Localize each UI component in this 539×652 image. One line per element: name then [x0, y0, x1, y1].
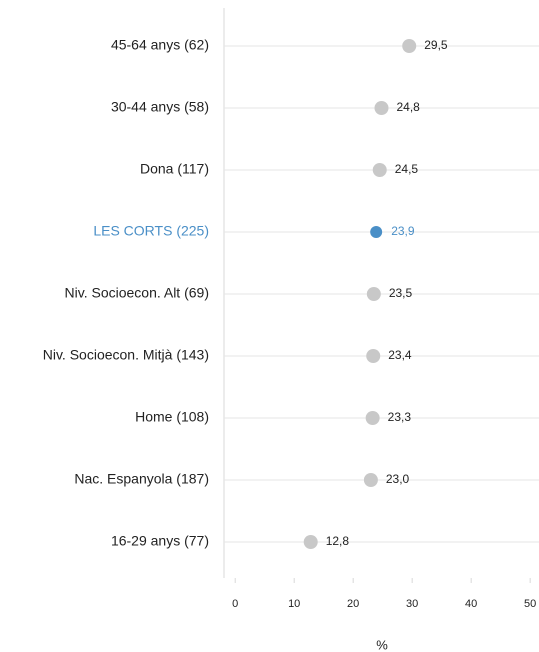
category-label: 16-29 anys (77) — [111, 533, 209, 549]
value-label: 23,5 — [389, 286, 413, 300]
value-label: 24,5 — [395, 162, 419, 176]
dot — [370, 226, 383, 238]
x-tick-label: 50 — [524, 598, 536, 610]
category-label: Dona (117) — [140, 161, 209, 177]
category-label: Home (108) — [135, 409, 209, 425]
dot — [365, 411, 380, 425]
x-tick-label: 40 — [465, 598, 477, 610]
value-label: 23,9 — [391, 224, 415, 238]
dot — [366, 287, 381, 301]
value-label: 12,8 — [326, 534, 350, 548]
dot — [363, 473, 378, 487]
dot — [303, 535, 318, 549]
category-label: Niv. Socioecon. Mitjà (143) — [43, 347, 209, 363]
value-label: 23,4 — [388, 348, 412, 362]
value-label: 24,8 — [397, 100, 421, 114]
x-tick-label: 10 — [288, 598, 300, 610]
category-label: LES CORTS (225) — [93, 223, 209, 239]
dot — [372, 163, 387, 177]
value-label: 29,5 — [424, 38, 448, 52]
x-axis-title: % — [376, 637, 388, 652]
dot — [402, 39, 417, 53]
category-label: Niv. Socioecon. Alt (69) — [65, 285, 209, 301]
dot — [374, 101, 389, 115]
category-label: 30-44 anys (58) — [111, 99, 209, 115]
value-label: 23,3 — [388, 410, 412, 424]
dot — [366, 349, 381, 363]
category-label: Nac. Espanyola (187) — [74, 471, 209, 487]
x-tick-label: 0 — [232, 598, 238, 610]
category-label: 45-64 anys (62) — [111, 37, 209, 53]
x-tick-label: 30 — [406, 598, 418, 610]
value-label: 23,0 — [386, 472, 410, 486]
x-tick-label: 20 — [347, 598, 359, 610]
